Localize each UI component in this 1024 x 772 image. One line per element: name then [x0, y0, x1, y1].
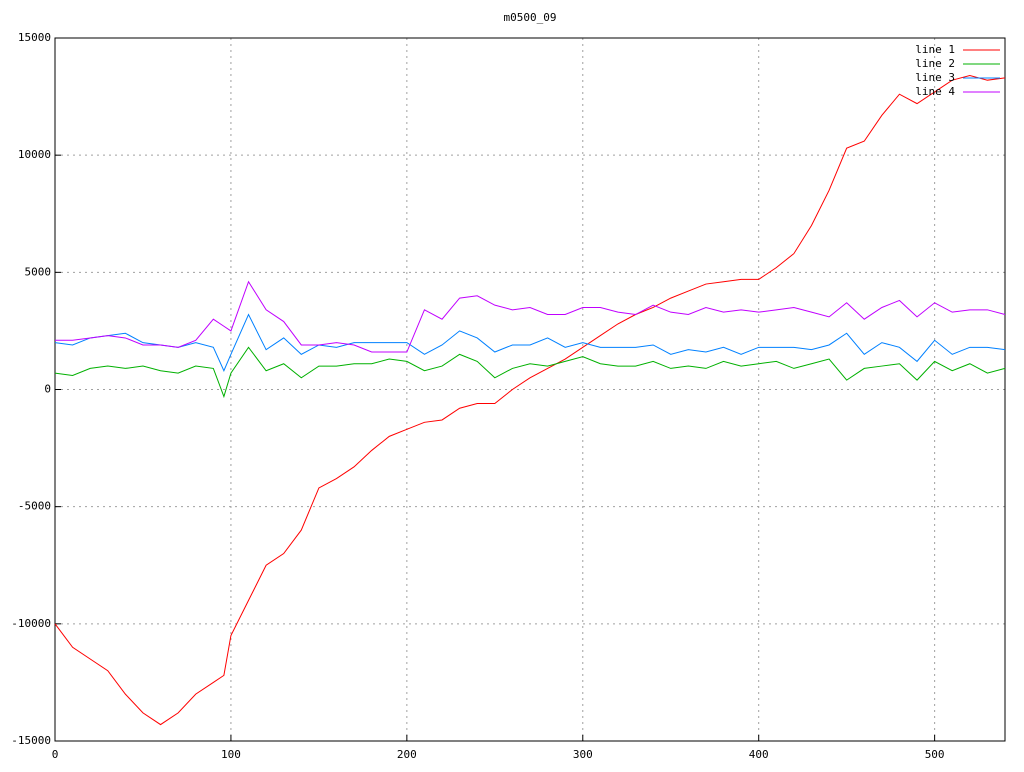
legend-label: line 2: [915, 57, 955, 70]
x-tick-label: 0: [52, 748, 59, 761]
y-tick-label: 15000: [18, 31, 51, 44]
data-line: [55, 280, 1006, 353]
y-tick-label: 10000: [18, 148, 51, 161]
plot-frame: [54, 37, 1006, 742]
x-tick-label: 300: [573, 748, 593, 761]
legend-label: line 4: [915, 85, 955, 98]
data-line: [54, 313, 1006, 372]
y-tick-label: 5000: [25, 265, 52, 278]
x-tick-label: 400: [749, 748, 769, 761]
legend-label: line 3: [915, 71, 955, 84]
y-tick-label: 0: [44, 383, 51, 396]
data-line: [54, 346, 1006, 399]
x-tick-label: 200: [397, 748, 417, 761]
legend-label: line 1: [915, 43, 955, 56]
y-tick-label: -10000: [11, 617, 51, 630]
y-tick-label: -15000: [11, 734, 51, 747]
chart-title: m0500_09: [504, 11, 557, 24]
x-tick-label: 100: [221, 748, 241, 761]
data-line: [54, 74, 1006, 726]
y-tick-label: -5000: [18, 500, 51, 513]
x-tick-label: 500: [925, 748, 945, 761]
